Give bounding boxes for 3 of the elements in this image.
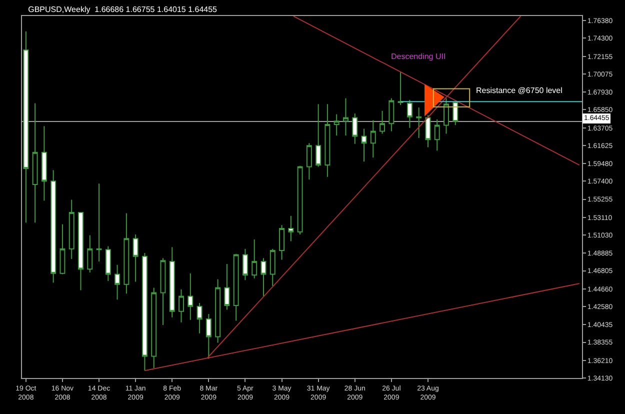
annotation: Resistance @6750 level [476,86,563,95]
annotation: Descending UII [391,52,446,61]
chart-title: GBPUSD,Weekly 1.66686 1.66755 1.64015 1.64455 [28,4,218,14]
